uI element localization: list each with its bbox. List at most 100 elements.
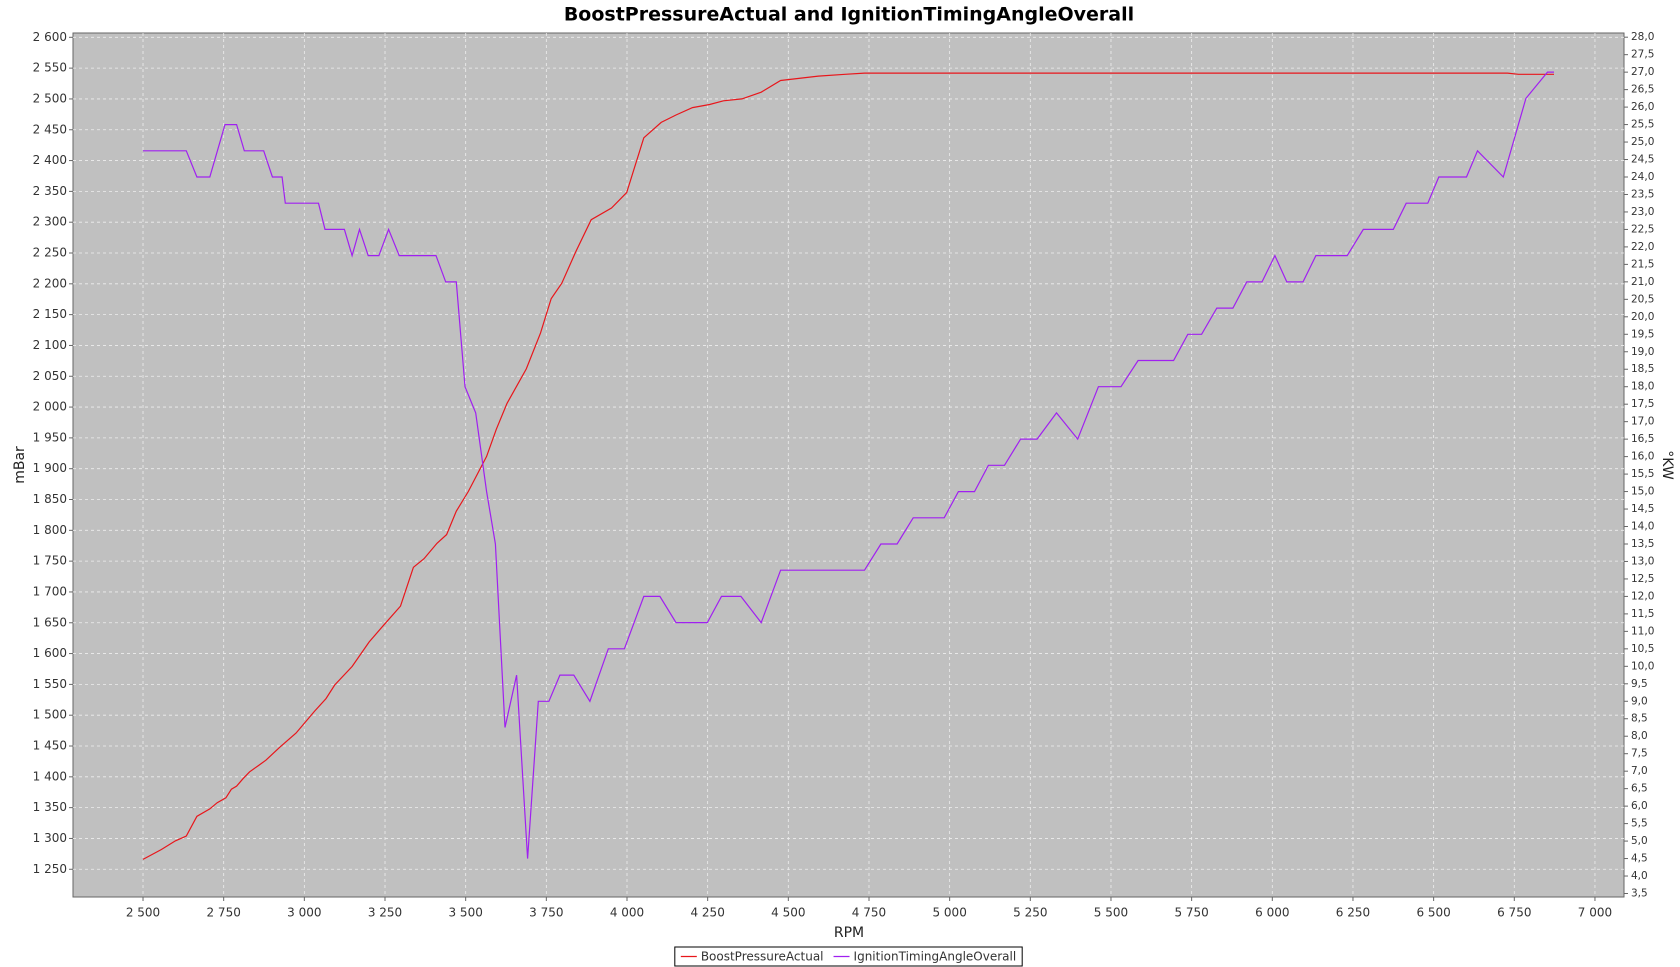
y2-tick-label: 17,5 bbox=[1631, 398, 1654, 410]
x-tick-label: 2 500 bbox=[126, 906, 160, 920]
x-tick-label: 3 000 bbox=[287, 906, 321, 920]
y2-tick-label: 16,5 bbox=[1631, 433, 1654, 445]
y-tick-label: 2 500 bbox=[33, 91, 67, 105]
chart-title: BoostPressureActual and IgnitionTimingAn… bbox=[564, 4, 1134, 26]
y2-tick-label: 7,5 bbox=[1631, 748, 1648, 760]
y2-tick-label: 21,5 bbox=[1631, 258, 1654, 270]
y-tick-label: 2 300 bbox=[33, 215, 67, 229]
y-tick-label: 1 850 bbox=[33, 492, 67, 506]
y2-tick-label: 11,5 bbox=[1631, 608, 1654, 620]
y2-tick-label: 9,0 bbox=[1631, 695, 1648, 707]
x-tick-label: 3 750 bbox=[529, 906, 563, 920]
y2-tick-label: 8,0 bbox=[1631, 730, 1648, 742]
y-tick-label: 1 450 bbox=[33, 739, 67, 753]
y2-tick-label: 13,0 bbox=[1631, 555, 1654, 567]
x-tick-label: 4 500 bbox=[771, 906, 805, 920]
y-tick-label: 1 600 bbox=[33, 646, 67, 660]
y-tick-label: 2 250 bbox=[33, 246, 67, 260]
y2-tick-label: 22,5 bbox=[1631, 223, 1654, 235]
y2-tick-label: 27,0 bbox=[1631, 66, 1654, 78]
y2-tick-label: 28,0 bbox=[1631, 31, 1654, 43]
y2-tick-label: 19,5 bbox=[1631, 328, 1654, 340]
y2-tick-label: 26,0 bbox=[1631, 101, 1654, 113]
y-tick-label: 2 050 bbox=[33, 369, 67, 383]
y-tick-label: 2 400 bbox=[33, 153, 67, 167]
y2-tick-label: 8,5 bbox=[1631, 713, 1648, 725]
y2-tick-label: 10,5 bbox=[1631, 643, 1654, 655]
y-tick-label: 1 900 bbox=[33, 461, 67, 475]
x-tick-label: 7 000 bbox=[1578, 906, 1612, 920]
y2-tick-label: 24,0 bbox=[1631, 171, 1654, 183]
legend-label: IgnitionTimingAngleOverall bbox=[854, 950, 1017, 964]
y-tick-label: 2 450 bbox=[33, 122, 67, 136]
y2-tick-label: 6,0 bbox=[1631, 800, 1648, 812]
y2-tick-label: 25,5 bbox=[1631, 119, 1654, 131]
y2-tick-label: 15,5 bbox=[1631, 468, 1654, 480]
x-tick-label: 6 250 bbox=[1336, 906, 1370, 920]
x-tick-label: 4 000 bbox=[610, 906, 644, 920]
x-tick-label: 4 750 bbox=[852, 906, 886, 920]
y2-tick-label: 18,0 bbox=[1631, 381, 1654, 393]
legend-label: BoostPressureActual bbox=[701, 950, 824, 964]
y-tick-label: 1 400 bbox=[33, 769, 67, 783]
y2-tick-label: 5,5 bbox=[1631, 818, 1648, 830]
y2-tick-label: 3,5 bbox=[1631, 888, 1648, 900]
y2-tick-label: 7,0 bbox=[1631, 765, 1648, 777]
x-tick-label: 5 250 bbox=[1013, 906, 1047, 920]
x-tick-label: 3 250 bbox=[368, 906, 402, 920]
x-tick-label: 5 500 bbox=[1094, 906, 1128, 920]
y-tick-label: 2 100 bbox=[33, 338, 67, 352]
y2-tick-label: 9,5 bbox=[1631, 678, 1648, 690]
x-tick-label: 6 500 bbox=[1416, 906, 1450, 920]
y-tick-label: 1 700 bbox=[33, 584, 67, 598]
y-tick-label: 2 350 bbox=[33, 184, 67, 198]
y-tick-label: 2 150 bbox=[33, 307, 67, 321]
y2-tick-label: 13,5 bbox=[1631, 538, 1654, 550]
y2-tick-label: 22,0 bbox=[1631, 241, 1654, 253]
y-tick-label: 1 550 bbox=[33, 677, 67, 691]
x-tick-label: 5 750 bbox=[1174, 906, 1208, 920]
y2-tick-label: 21,0 bbox=[1631, 276, 1654, 288]
x-tick-label: 5 000 bbox=[932, 906, 966, 920]
y2-tick-label: 6,5 bbox=[1631, 783, 1648, 795]
y2-tick-label: 20,5 bbox=[1631, 293, 1654, 305]
series-line bbox=[142, 72, 1554, 860]
y2-tick-label: 26,5 bbox=[1631, 84, 1654, 96]
y2-tick-label: 27,5 bbox=[1631, 49, 1654, 61]
y-tick-label: 2 550 bbox=[33, 61, 67, 75]
y2-tick-label: 24,5 bbox=[1631, 154, 1654, 166]
y-tick-label: 2 600 bbox=[33, 30, 67, 44]
x-tick-label: 2 750 bbox=[206, 906, 240, 920]
x-tick-label: 6 000 bbox=[1255, 906, 1289, 920]
y2-tick-label: 11,0 bbox=[1631, 625, 1654, 637]
y-tick-label: 1 750 bbox=[33, 554, 67, 568]
y2-tick-label: 14,5 bbox=[1631, 503, 1654, 515]
x-tick-label: 3 500 bbox=[448, 906, 482, 920]
x-tick-label: 4 250 bbox=[690, 906, 724, 920]
y2-tick-label: 23,5 bbox=[1631, 188, 1654, 200]
y2-tick-label: 4,5 bbox=[1631, 853, 1648, 865]
y2-tick-label: 16,0 bbox=[1631, 451, 1654, 463]
y2-tick-label: 10,0 bbox=[1631, 660, 1654, 672]
y-tick-label: 1 300 bbox=[33, 831, 67, 845]
y2-tick-label: 20,0 bbox=[1631, 311, 1654, 323]
y2-tick-label: 19,0 bbox=[1631, 346, 1654, 358]
y-tick-label: 1 250 bbox=[33, 862, 67, 876]
y-tick-label: 1 800 bbox=[33, 523, 67, 537]
legend: BoostPressureActual IgnitionTimingAngleOv… bbox=[674, 946, 1023, 967]
y2-tick-label: 17,0 bbox=[1631, 416, 1654, 428]
y-tick-label: 1 500 bbox=[33, 708, 67, 722]
plot-area bbox=[72, 32, 1625, 898]
y-tick-label: 1 950 bbox=[33, 430, 67, 444]
y2-tick-label: 23,0 bbox=[1631, 206, 1654, 218]
y-tick-label: 2 200 bbox=[33, 276, 67, 290]
y2-tick-label: 25,0 bbox=[1631, 136, 1654, 148]
x-axis-title: RPM bbox=[834, 925, 864, 941]
y2-tick-label: 14,0 bbox=[1631, 521, 1654, 533]
y2-tick-label: 12,0 bbox=[1631, 590, 1654, 602]
y-axis-title: mBar bbox=[12, 446, 28, 484]
y-tick-label: 1 650 bbox=[33, 615, 67, 629]
y2-tick-label: 5,0 bbox=[1631, 835, 1648, 847]
x-tick-label: 6 750 bbox=[1497, 906, 1531, 920]
